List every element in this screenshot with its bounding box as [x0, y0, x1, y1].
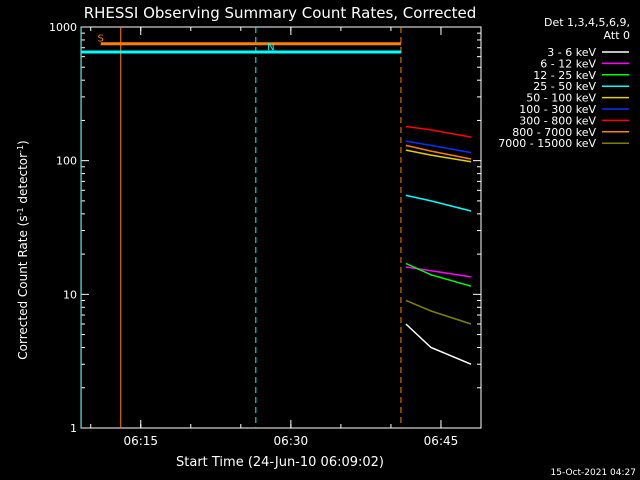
y-tick-label: 1: [70, 422, 77, 435]
orbit-label: S: [98, 33, 104, 44]
x-tick-label: 06:30: [274, 434, 309, 448]
y-tick-label: 100: [56, 155, 77, 168]
legend-header-line1: Det 1,3,4,5,6,9,: [544, 16, 630, 29]
series-line: [405, 266, 472, 278]
legend-entry-label: 300 - 800 keV: [519, 114, 596, 127]
series-line: [405, 194, 472, 212]
legend-entry-label: 100 - 300 keV: [519, 103, 596, 116]
legend-entry-label: 800 - 7000 keV: [512, 126, 596, 139]
series-line: [405, 140, 472, 154]
y-tick-label: 10: [63, 288, 77, 301]
footer-timestamp: 15-Oct-2021 04:27: [551, 468, 636, 478]
series-line: [405, 262, 472, 287]
x-axis-label: Start Time (24-Jun-10 06:09:02): [176, 455, 384, 470]
y-axis-label: Corrected Count Rate (s-1 detector-1): [16, 140, 30, 359]
legend-entry-label: 6 - 12 keV: [540, 57, 596, 70]
orbit-label: N: [267, 42, 274, 53]
legend-entry-label: 12 - 25 keV: [533, 69, 596, 82]
plot-frame: [80, 26, 482, 429]
legend-header-line2: Att 0: [604, 29, 630, 42]
legend-entry-label: 50 - 100 keV: [526, 92, 596, 105]
legend-entry-label: 3 - 6 keV: [547, 46, 596, 59]
x-tick-label: 06:45: [424, 434, 459, 448]
series-line: [405, 299, 472, 325]
chart-title: RHESSI Observing Summary Count Rates, Co…: [84, 4, 477, 22]
legend-entry-label: 25 - 50 keV: [533, 80, 596, 93]
legend-entry-label: 7000 - 15000 keV: [498, 137, 596, 150]
y-tick-label: 1000: [49, 21, 77, 34]
x-tick-label: 06:15: [123, 434, 158, 448]
series-line: [405, 144, 472, 160]
series-line: [405, 149, 472, 163]
series-line: [405, 125, 472, 138]
series-line: [405, 323, 472, 365]
